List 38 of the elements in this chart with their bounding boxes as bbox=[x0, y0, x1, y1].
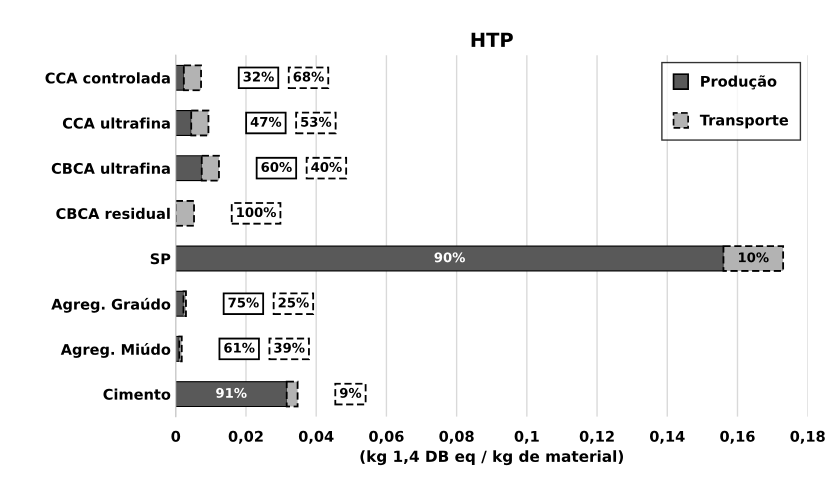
x-tick-label: 0,06 bbox=[369, 430, 404, 444]
y-tick-label: CCA controlada bbox=[46, 72, 170, 84]
y-tick-label: Agreg. Graúdo bbox=[51, 298, 170, 313]
x-tick-label: 0,04 bbox=[298, 430, 334, 444]
annotation: 9% bbox=[340, 388, 362, 398]
x-tick-label: 0,14 bbox=[650, 430, 685, 444]
annotation: 47% bbox=[250, 116, 282, 127]
bar bbox=[178, 336, 183, 362]
y-tick-label: CBCA ultrafina bbox=[52, 162, 170, 174]
x-tick-label: 0,1 bbox=[514, 430, 539, 444]
x-tick-label: 0 bbox=[171, 430, 180, 442]
annotation: 10% bbox=[738, 252, 769, 262]
y-tick-label: CBCA residual bbox=[56, 208, 170, 220]
y-tick-label: Cimento bbox=[103, 388, 170, 400]
y-tick-label: Agreg. Miúdo bbox=[60, 343, 170, 358]
annotation: 40% bbox=[311, 162, 342, 172]
x-tick-label: 0,02 bbox=[228, 430, 263, 444]
y-tick-label: SP bbox=[150, 253, 170, 264]
x-tick-label: 0,16 bbox=[720, 430, 755, 444]
annotation: 60% bbox=[261, 162, 292, 172]
annotation: 90% bbox=[434, 252, 465, 262]
annotation: 91% bbox=[216, 388, 247, 398]
annotation: 100% bbox=[237, 207, 276, 218]
annotation: 68% bbox=[294, 72, 324, 82]
annotation: 32% bbox=[244, 72, 274, 82]
y-tick-label: CCA ultrafina bbox=[62, 117, 170, 129]
legend-label: Transporte bbox=[700, 114, 788, 128]
annotation: 61% bbox=[224, 342, 255, 353]
x-tick-label: 0,12 bbox=[580, 430, 614, 444]
annotation: 39% bbox=[274, 342, 305, 353]
annotation: 53% bbox=[301, 116, 332, 127]
x-axis-title: (kg 1,4 DB eq / kg de material) bbox=[360, 450, 624, 466]
chart-title: HTP bbox=[472, 32, 513, 47]
annotation: 75% bbox=[228, 298, 259, 308]
x-tick-label: 0,18 bbox=[790, 430, 825, 444]
annotation: 25% bbox=[278, 298, 309, 308]
legend-label: Produção bbox=[701, 75, 776, 90]
x-tick-label: 0,08 bbox=[439, 430, 474, 444]
